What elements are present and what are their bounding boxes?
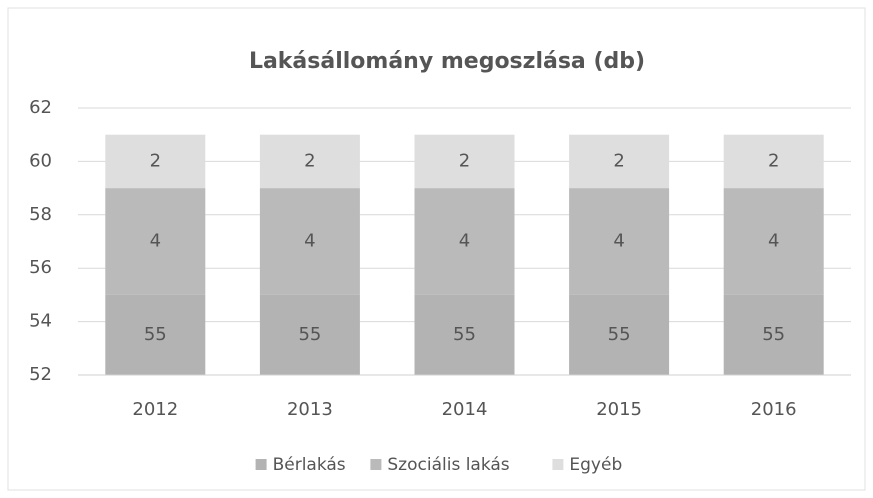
bar-segment bbox=[259, 294, 360, 375]
bar-segment bbox=[569, 294, 670, 375]
bar-segment bbox=[259, 134, 360, 189]
bar-segment bbox=[105, 188, 206, 295]
data-label: 4 bbox=[768, 231, 779, 252]
bar-segment bbox=[723, 134, 824, 189]
data-label: 55 bbox=[298, 324, 321, 345]
legend-swatch bbox=[552, 459, 564, 470]
chart-title: Lakásállomány megoszlása (db) bbox=[249, 49, 645, 74]
y-tick-label: 56 bbox=[29, 257, 52, 278]
data-label: 4 bbox=[304, 231, 315, 252]
data-label: 2 bbox=[459, 150, 470, 171]
data-label: 2 bbox=[768, 150, 779, 171]
y-tick-label: 58 bbox=[29, 204, 52, 225]
legend-swatch bbox=[255, 459, 267, 470]
bar-segment bbox=[414, 134, 515, 189]
x-tick-label: 2015 bbox=[596, 399, 642, 420]
y-tick-label: 54 bbox=[29, 311, 52, 332]
bar-segment bbox=[723, 188, 824, 295]
x-tick-label: 2014 bbox=[442, 399, 488, 420]
data-label: 55 bbox=[144, 324, 167, 345]
x-tick-label: 2013 bbox=[287, 399, 333, 420]
data-label: 4 bbox=[459, 231, 470, 252]
bar-segment bbox=[259, 188, 360, 295]
bar-segment bbox=[414, 188, 515, 295]
bar-segment bbox=[569, 134, 670, 189]
bar-segment bbox=[723, 294, 824, 375]
data-label: 4 bbox=[150, 231, 161, 252]
data-label: 55 bbox=[453, 324, 476, 345]
legend-label: Bérlakás bbox=[273, 455, 346, 475]
legend-label: Szociális lakás bbox=[387, 455, 509, 475]
data-label: 55 bbox=[762, 324, 785, 345]
bar-segment bbox=[569, 188, 670, 295]
bar-segment bbox=[105, 294, 206, 375]
y-tick-label: 52 bbox=[29, 364, 52, 385]
y-tick-label: 62 bbox=[29, 97, 52, 118]
bar-segment bbox=[414, 294, 515, 375]
data-label: 4 bbox=[613, 231, 624, 252]
data-label: 2 bbox=[150, 150, 161, 171]
x-tick-label: 2016 bbox=[751, 399, 797, 420]
legend-swatch bbox=[370, 459, 382, 470]
data-label: 2 bbox=[304, 150, 315, 171]
bar-segment bbox=[105, 134, 206, 189]
x-tick-label: 2012 bbox=[132, 399, 178, 420]
data-label: 55 bbox=[608, 324, 631, 345]
legend-label: Egyéb bbox=[569, 455, 622, 475]
y-tick-label: 60 bbox=[29, 150, 52, 171]
data-label: 2 bbox=[613, 150, 624, 171]
